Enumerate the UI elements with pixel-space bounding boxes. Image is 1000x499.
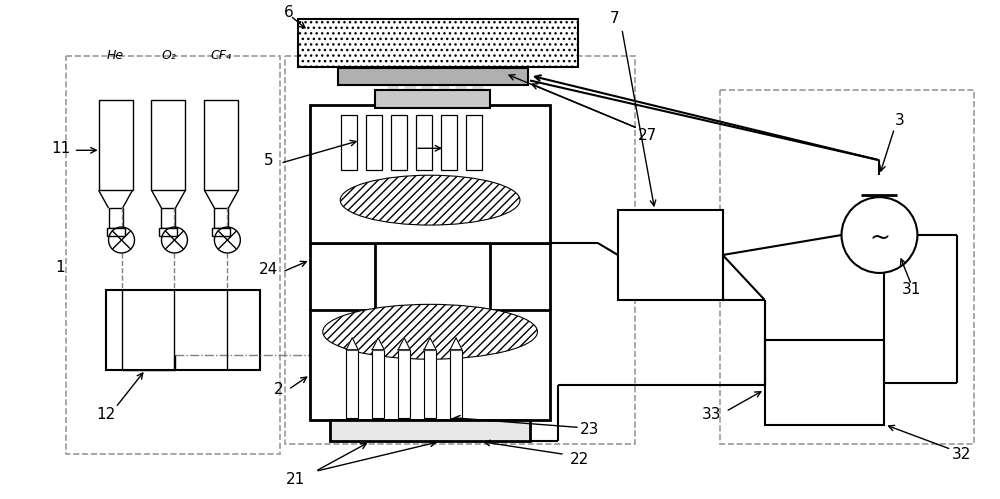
Text: 33: 33 <box>702 407 721 422</box>
Bar <box>298 18 578 66</box>
Bar <box>372 350 384 418</box>
Text: O₂: O₂ <box>161 49 176 62</box>
Text: 21: 21 <box>286 472 305 487</box>
Bar <box>416 115 432 170</box>
Polygon shape <box>372 338 384 350</box>
Bar <box>310 105 550 243</box>
Bar <box>441 115 457 170</box>
Polygon shape <box>398 338 410 350</box>
Bar <box>109 208 123 228</box>
Bar <box>466 115 482 170</box>
Bar <box>341 115 357 170</box>
Text: 11: 11 <box>51 141 70 156</box>
Text: 24: 24 <box>259 262 278 277</box>
Text: ~: ~ <box>869 226 890 250</box>
Bar <box>338 67 528 85</box>
Bar <box>161 208 175 228</box>
Text: 22: 22 <box>570 452 590 467</box>
Ellipse shape <box>323 304 537 359</box>
Text: CF₄: CF₄ <box>211 49 232 62</box>
Bar <box>450 350 462 418</box>
Bar <box>366 115 382 170</box>
Text: 3: 3 <box>895 113 904 128</box>
Bar <box>330 420 530 442</box>
Bar <box>375 90 490 108</box>
Text: He: He <box>107 49 124 62</box>
Polygon shape <box>424 338 436 350</box>
Bar <box>346 350 358 418</box>
Bar <box>107 228 125 236</box>
Ellipse shape <box>340 175 520 225</box>
Bar <box>310 310 550 420</box>
Text: 12: 12 <box>96 407 115 422</box>
Text: 23: 23 <box>580 422 600 437</box>
Polygon shape <box>388 65 398 90</box>
Text: 1: 1 <box>56 260 65 275</box>
Polygon shape <box>422 65 432 90</box>
Text: 2: 2 <box>273 382 283 397</box>
Bar <box>375 210 490 315</box>
Bar <box>765 340 884 425</box>
Polygon shape <box>450 338 462 350</box>
Polygon shape <box>456 65 466 90</box>
Bar <box>204 100 238 190</box>
Text: 31: 31 <box>902 282 921 297</box>
Text: 7: 7 <box>610 11 620 26</box>
Bar <box>151 100 185 190</box>
Bar <box>214 208 228 228</box>
Bar <box>106 290 260 370</box>
Bar <box>720 90 974 445</box>
Bar <box>159 228 177 236</box>
Bar <box>424 350 436 418</box>
Text: 27: 27 <box>638 128 657 143</box>
Bar <box>391 115 407 170</box>
Bar <box>618 210 723 300</box>
Bar <box>66 55 280 455</box>
Text: 32: 32 <box>952 447 971 462</box>
Text: 5: 5 <box>264 153 273 168</box>
Polygon shape <box>346 338 358 350</box>
Polygon shape <box>405 65 415 90</box>
Bar <box>212 228 230 236</box>
Polygon shape <box>473 65 483 90</box>
Text: 6: 6 <box>283 5 293 20</box>
Polygon shape <box>439 65 449 90</box>
Bar <box>285 55 635 445</box>
Bar <box>99 100 133 190</box>
Bar <box>398 350 410 418</box>
Circle shape <box>842 197 917 273</box>
